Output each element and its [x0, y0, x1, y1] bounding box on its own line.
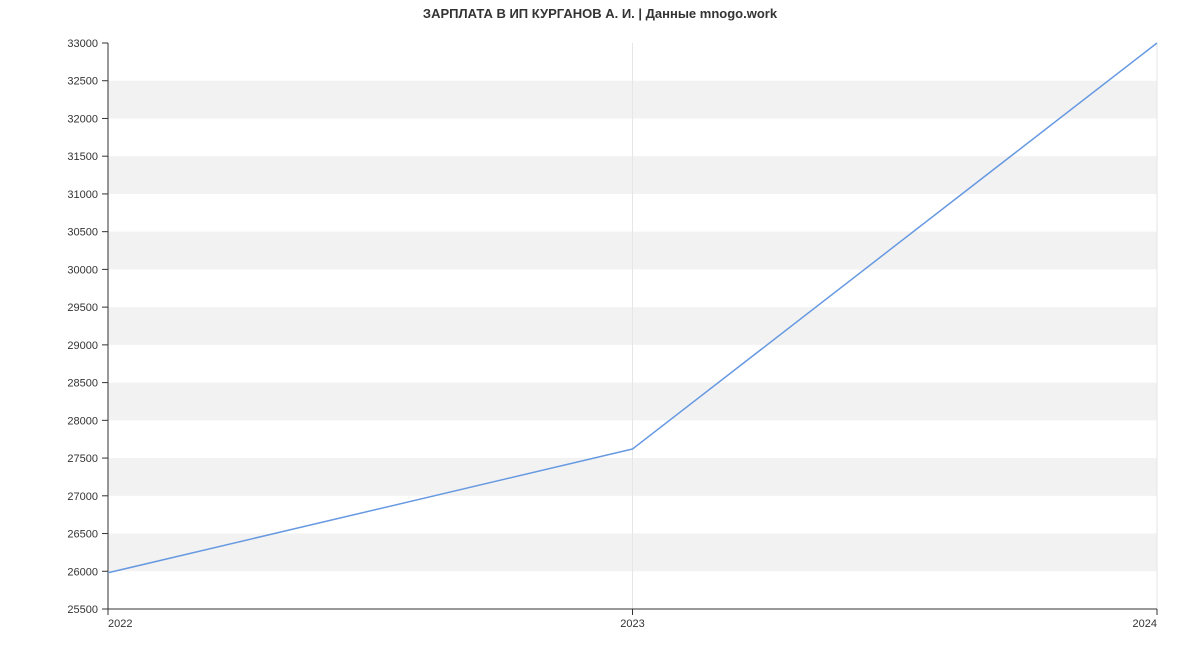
svg-text:25500: 25500 [67, 604, 98, 616]
svg-text:2023: 2023 [620, 618, 644, 630]
svg-text:28500: 28500 [67, 378, 98, 390]
svg-text:2022: 2022 [108, 618, 132, 630]
svg-text:33000: 33000 [67, 38, 98, 50]
svg-text:27500: 27500 [67, 453, 98, 465]
svg-text:27000: 27000 [67, 491, 98, 503]
svg-text:31500: 31500 [67, 151, 98, 163]
svg-text:29500: 29500 [67, 302, 98, 314]
chart-svg: 25500 26000 26500 27000 27500 28000 28500 29000… [0, 0, 1200, 650]
svg-text:29000: 29000 [67, 340, 98, 352]
salary-line-chart: ЗАРПЛАТА В ИП КУРГАНОВ А. И. | Данные mn… [0, 0, 1200, 650]
svg-text:28000: 28000 [67, 415, 98, 427]
svg-text:31000: 31000 [67, 189, 98, 201]
svg-text:32000: 32000 [67, 113, 98, 125]
svg-text:26000: 26000 [67, 566, 98, 578]
svg-text:26500: 26500 [67, 529, 98, 541]
svg-text:2024: 2024 [1133, 618, 1157, 630]
svg-text:30000: 30000 [67, 264, 98, 276]
svg-text:32500: 32500 [67, 76, 98, 88]
svg-text:30500: 30500 [67, 227, 98, 239]
